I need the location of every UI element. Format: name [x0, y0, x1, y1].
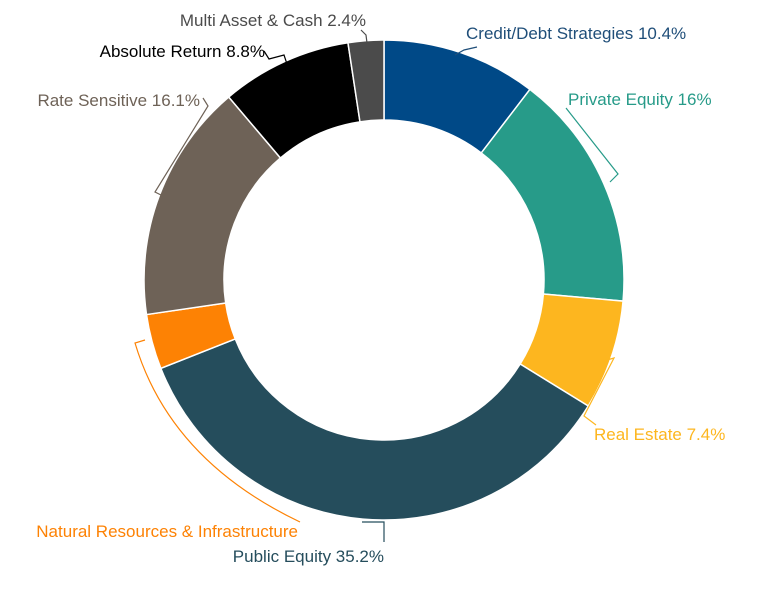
leader-line-absolute-return: [263, 50, 288, 65]
data-label-rate-sensitive: Rate Sensitive 16.1%: [37, 91, 200, 110]
data-label-natural-resources-infrastructure: Natural Resources & Infrastructure: [36, 522, 298, 541]
leader-line-rate-sensitive: [154, 97, 209, 197]
data-label-multi-asset-cash: Multi Asset & Cash 2.4%: [180, 11, 366, 30]
leader-line-private-equity: [565, 107, 619, 183]
data-label-private-equity: Private Equity 16%: [568, 90, 712, 109]
leader-line-credit-debt-strategies: [454, 46, 478, 56]
leader-line-real-estate: [583, 357, 616, 426]
slice-public-equity: [159, 337, 590, 521]
data-label-absolute-return: Absolute Return 8.8%: [100, 42, 265, 61]
data-label-real-estate: Real Estate 7.4%: [594, 425, 725, 444]
leader-line-multi-asset-cash: [360, 29, 368, 44]
leader-line-natural-resources-infrastructure: [134, 339, 301, 523]
leader-line-public-equity: [362, 521, 385, 542]
data-label-credit-debt-strategies: Credit/Debt Strategies 10.4%: [466, 24, 686, 43]
data-label-public-equity: Public Equity 35.2%: [233, 547, 384, 566]
slice-multi-asset-cash: [347, 39, 385, 123]
